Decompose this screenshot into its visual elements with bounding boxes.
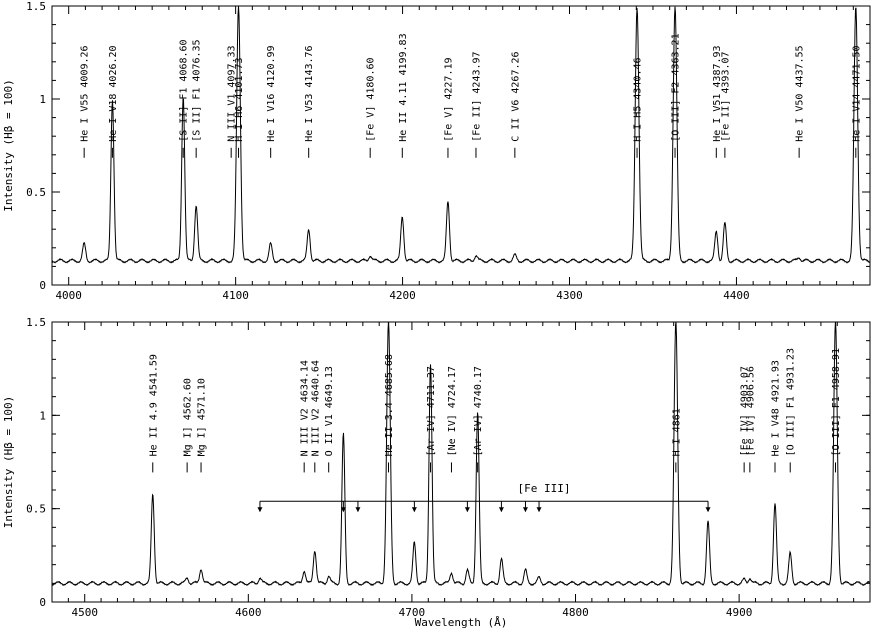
y-tick-label: 1.5 xyxy=(26,316,46,329)
fe3-marker-arrowhead xyxy=(257,507,263,513)
plot-frame xyxy=(51,321,871,603)
x-tick-label: 4300 xyxy=(556,289,583,302)
y-tick-label: 1.5 xyxy=(26,0,46,13)
line-id-label: C II V6 4267.26 xyxy=(510,51,521,141)
line-id-label: [O III] F1 4958.91 xyxy=(831,348,842,456)
panel-top: 4000 4100 4200 4300 4400 0 0.5 1 1.5 Intensity (H… xyxy=(2,0,871,302)
fe3-marker-arrowhead xyxy=(522,507,528,513)
line-id-label: H I H6 4101.73 xyxy=(234,57,245,141)
y-tick-label: 0 xyxy=(39,596,46,609)
line-id-label: H I H5 4340.46 xyxy=(633,57,644,141)
line-id-label: He I V16 4120.99 xyxy=(266,45,277,141)
line-id-label: Mg I] 4562.60 xyxy=(183,378,194,456)
y-axis-label: Intensity (Hβ = 100) xyxy=(2,396,15,528)
line-id-label: [Fe II] 4243.97 xyxy=(471,51,482,141)
spectrum-line xyxy=(52,322,870,587)
y-tick-label: 0.5 xyxy=(26,503,46,516)
fe3-marker-arrowhead xyxy=(705,507,711,513)
spectrum-line xyxy=(52,6,870,264)
fe3-marker-arrowhead xyxy=(411,507,417,513)
line-id-label: [Ar IV] 4740.17 xyxy=(473,366,484,456)
line-id-label: He I V48 4921.93 xyxy=(770,360,781,456)
x-axis-label: Wavelength (Å) xyxy=(415,616,508,629)
x-tick-label: 4100 xyxy=(222,289,249,302)
line-id-label: He I V14 4471.50 xyxy=(851,45,862,141)
line-id-label: N III V1 4097.33 xyxy=(227,45,238,141)
fe3-marker-arrowhead xyxy=(536,507,542,513)
x-tick-label: 4000 xyxy=(55,289,82,302)
line-id-label: He I V53 4143.76 xyxy=(304,45,315,141)
x-tick-label: 4600 xyxy=(235,606,262,619)
x-tick-label: 4900 xyxy=(726,606,753,619)
panel-bottom: 4500 4600 4700 4800 4900 0 0.5 1 1.5 Intensity (H… xyxy=(2,316,871,629)
x-tick-label: 4700 xyxy=(399,606,426,619)
line-id-label: [S II] F1 4068.60 xyxy=(179,39,190,141)
line-id-label: [Fe IV] 4906.56 xyxy=(745,366,756,456)
line-id-label: [S II] F1 4076.35 xyxy=(192,39,203,141)
line-id-label: [Ar IV] 4711.37 xyxy=(426,366,437,456)
line-id-label: He I V18 4026.20 xyxy=(108,45,119,141)
fe3-marker-arrowhead xyxy=(355,507,361,513)
y-tick-label: 0.5 xyxy=(26,186,46,199)
x-tick-label: 4800 xyxy=(562,606,589,619)
line-id-label: Mg I] 4571.10 xyxy=(197,378,208,456)
line-id-label: He I V51 4387.93 xyxy=(712,45,723,141)
x-tick-label: 4500 xyxy=(71,606,98,619)
line-id-label: [O III] F2 4363.21 xyxy=(671,33,682,141)
x-tick-label: 4200 xyxy=(389,289,416,302)
line-id-label: [Ne IV] 4724.17 xyxy=(447,366,458,456)
plot-frame xyxy=(51,5,871,286)
y-tick-label: 0 xyxy=(39,279,46,292)
line-id-label: He I V55 4009.26 xyxy=(80,45,91,141)
fe3-bracket-label: [Fe III] xyxy=(517,482,570,495)
line-id-label: He I V50 4437.55 xyxy=(795,45,806,141)
line-id-label: He II 3.4 4685.68 xyxy=(384,354,395,456)
line-id-label: O II V1 4649.13 xyxy=(324,366,335,456)
fe3-marker-arrowhead xyxy=(498,507,504,513)
line-id-label: N III V2 4640.64 xyxy=(310,360,321,456)
line-id-label: [Fe V] 4227.19 xyxy=(443,57,454,141)
line-id-label: [Fe II] 4393.07 xyxy=(720,51,731,141)
y-tick-label: 1 xyxy=(39,93,46,106)
x-tick-label: 4400 xyxy=(723,289,750,302)
line-id-label: He II 4.9 4541.59 xyxy=(148,354,159,456)
line-id-label: H I 4861 xyxy=(671,408,682,456)
line-id-label: N III V2 4634.14 xyxy=(300,360,311,456)
line-id-label: [Fe V] 4180.60 xyxy=(366,57,377,141)
line-id-label: He II 4.11 4199.83 xyxy=(398,33,409,141)
line-id-label: [Fe IV] 4903.07 xyxy=(740,366,751,456)
fe3-marker-arrowhead xyxy=(340,507,346,513)
y-axis-label: Intensity (Hβ = 100) xyxy=(2,79,15,211)
line-id-label: [O III] F1 4931.23 xyxy=(786,348,797,456)
fe3-marker-arrowhead xyxy=(464,507,470,513)
y-tick-label: 1 xyxy=(39,409,46,422)
